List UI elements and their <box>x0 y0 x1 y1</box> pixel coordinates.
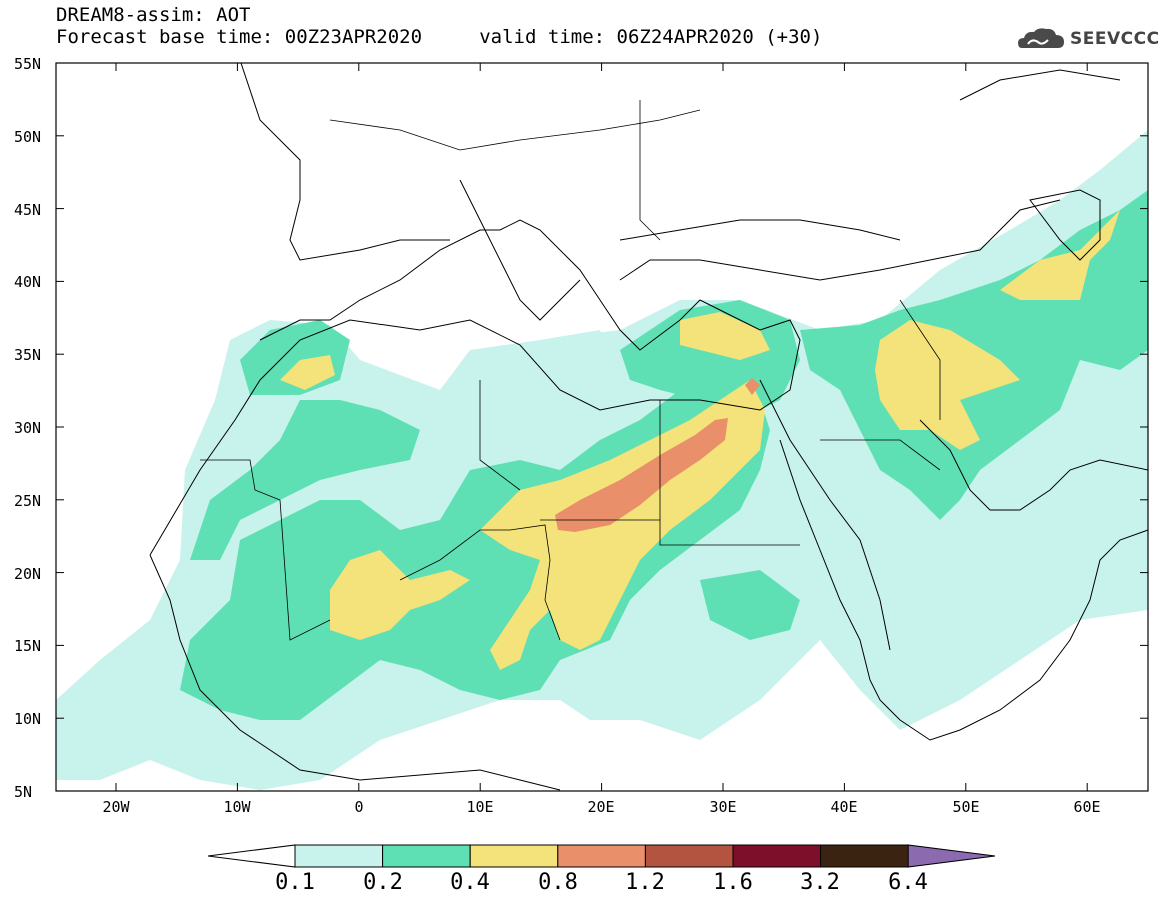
forecast-time-line: Forecast base time: 00Z23APR2020 valid t… <box>56 26 823 48</box>
aot-level-08 <box>555 378 760 532</box>
colorbar-label: 1.6 <box>713 870 753 895</box>
lat-label: 45N <box>14 201 42 219</box>
colorbar-swatch <box>557 844 646 868</box>
colorbar-high-arrow <box>907 844 996 868</box>
colorbar-swatch <box>469 844 559 868</box>
lat-label: 35N <box>14 346 42 364</box>
logo-text: SEEVCCC <box>1070 29 1160 49</box>
lon-label: 50E <box>952 798 980 816</box>
colorbar-label: 0.4 <box>450 870 490 895</box>
colorbar-label: 3.2 <box>800 870 840 895</box>
colorbar-label: 0.2 <box>363 870 403 895</box>
lat-label: 15N <box>14 637 42 655</box>
lat-label: 5N <box>14 783 33 801</box>
axis-ticks <box>56 62 1148 792</box>
lon-label: 10W <box>223 798 251 816</box>
lat-label: 40N <box>14 273 42 291</box>
colorbar <box>207 844 996 868</box>
colorbar-swatch <box>820 844 909 868</box>
lon-label: 30E <box>709 798 737 816</box>
lat-label: 25N <box>14 492 42 510</box>
lon-label: 0 <box>354 798 364 816</box>
lon-label: 20W <box>102 798 130 816</box>
lat-label: 55N <box>14 55 42 73</box>
colorbar-label: 0.1 <box>275 870 315 895</box>
colorbar-label: 0.8 <box>538 870 578 895</box>
lon-label: 60E <box>1073 798 1101 816</box>
lat-label: 50N <box>14 128 42 146</box>
colorbar-label: 1.2 <box>625 870 665 895</box>
colorbar-swatch <box>294 844 384 868</box>
chart-title: DREAM8-assim: AOT <box>56 4 251 26</box>
lon-label: 20E <box>587 798 615 816</box>
aot-field <box>56 130 1148 790</box>
country-borders <box>200 100 941 641</box>
lon-label: 10E <box>466 798 494 816</box>
colorbar-swatch <box>732 844 822 868</box>
lon-label: 40E <box>830 798 858 816</box>
colorbar-low-arrow <box>207 844 296 868</box>
coastlines <box>149 63 1148 791</box>
lat-label: 30N <box>14 419 42 437</box>
lat-label: 10N <box>14 710 42 728</box>
colorbar-swatch <box>644 844 734 868</box>
colorbar-swatch <box>382 844 471 868</box>
seevccc-logo: SEEVCCC <box>1016 26 1159 54</box>
lat-label: 20N <box>14 565 42 583</box>
colorbar-label: 6.4 <box>888 870 928 895</box>
cloud-icon <box>1018 28 1064 48</box>
